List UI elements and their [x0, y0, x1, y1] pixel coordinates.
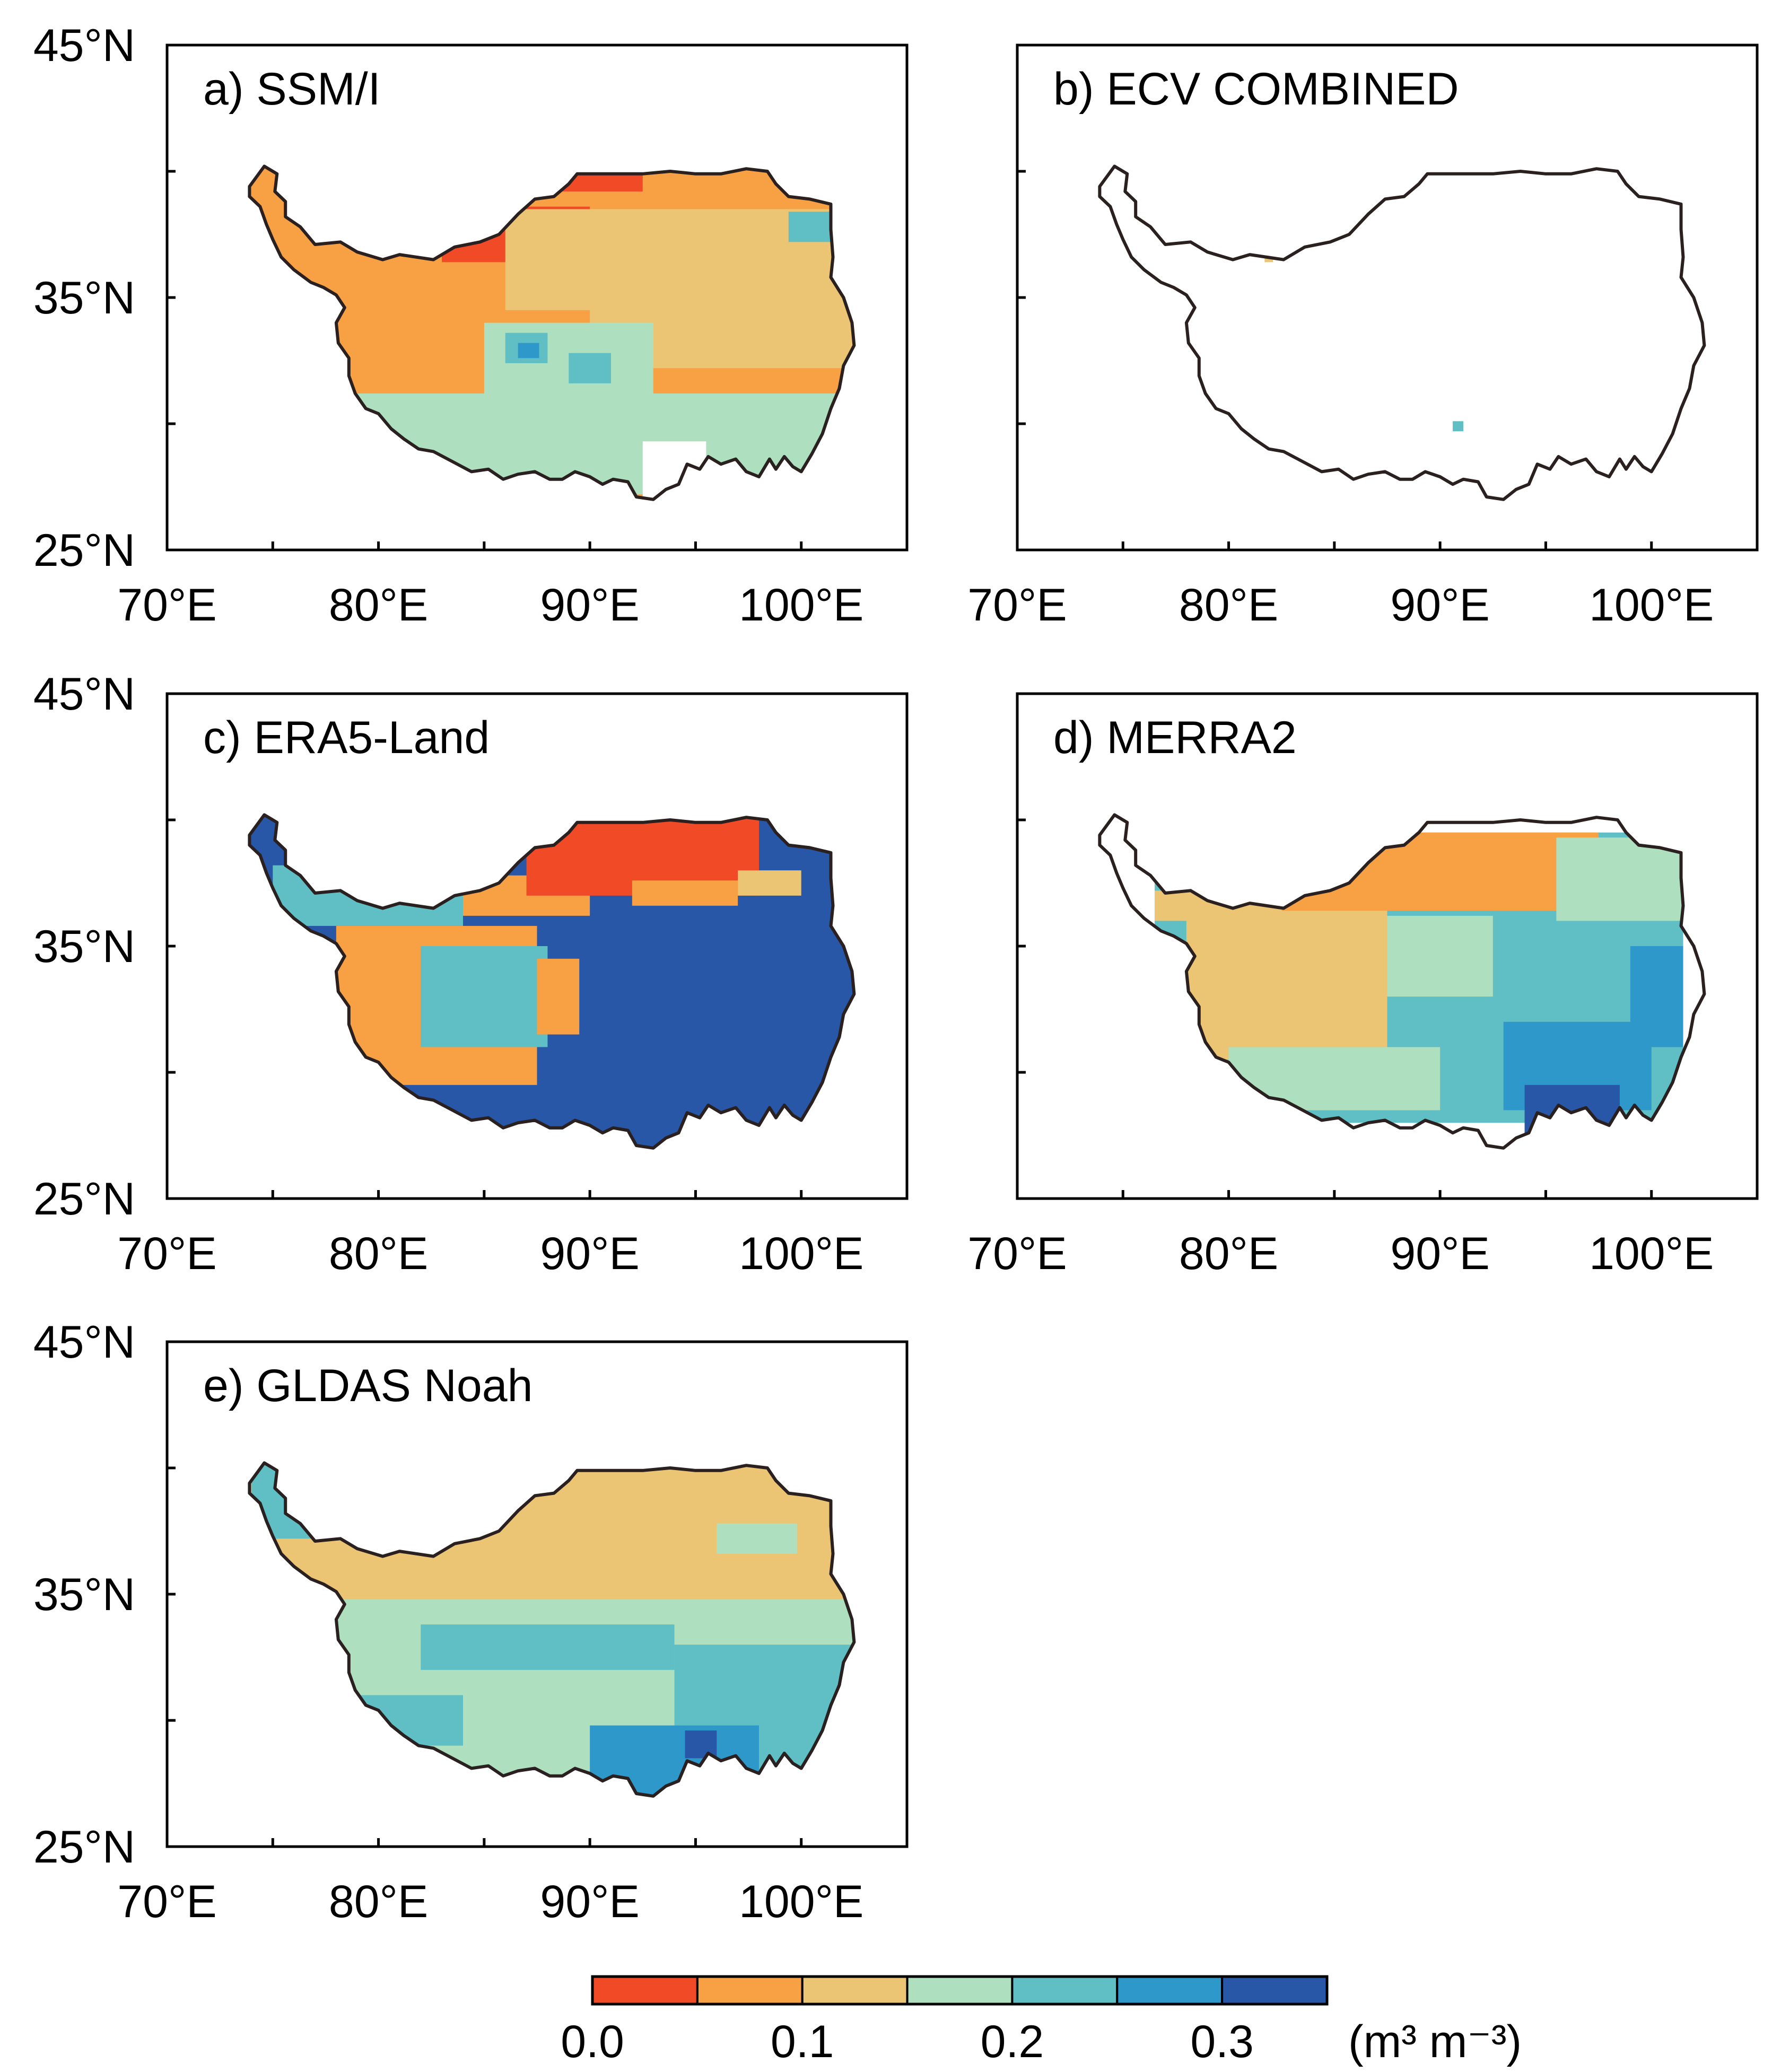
- y-tick-label: 35°N: [33, 273, 135, 324]
- x-tick-label: 80°E: [329, 580, 428, 631]
- x-tick-label: 70°E: [117, 1228, 216, 1279]
- x-tick-label: 100°E: [1589, 580, 1714, 631]
- plateau-boundary: [248, 813, 856, 1150]
- x-tick-label: 70°E: [967, 1228, 1067, 1279]
- colorbar-bin: [906, 1975, 1014, 2005]
- colorbar-bin: [696, 1975, 804, 2005]
- field-region: [1556, 837, 1683, 921]
- field-region: [569, 353, 611, 383]
- map-panel-a: a) SSM/I 70°E 80°E 90°E 100°E 45°N 35°N 25°N: [33, 20, 909, 631]
- colorbar-unit-label: (m³ m⁻³): [1348, 2016, 1522, 2067]
- x-tick-label: 80°E: [329, 1876, 428, 1927]
- x-tick-label: 80°E: [1179, 580, 1278, 631]
- colorbar-bin: [801, 1975, 909, 2005]
- soil-moisture-field: [1099, 815, 1705, 1148]
- colorbar-bin: [1116, 1975, 1224, 2005]
- x-tick-label: 80°E: [1179, 1228, 1278, 1279]
- field-region: [537, 958, 580, 1035]
- x-tick-label: 90°E: [1390, 580, 1489, 631]
- colorbar-bin: [1221, 1975, 1328, 2005]
- field-region: [1387, 915, 1493, 997]
- colorbar-tick-label: 0.2: [981, 2016, 1044, 2067]
- panel-title: e) GLDAS Noah: [203, 1360, 533, 1411]
- x-tick-label: 70°E: [117, 580, 216, 631]
- colorbar: 0.0 0.1 0.2 0.3 (m³ m⁻³): [561, 1975, 1522, 2067]
- colorbar-bin: [591, 1975, 699, 2005]
- y-tick-label: 35°N: [33, 921, 135, 972]
- x-tick-label: 100°E: [1589, 1228, 1714, 1279]
- x-tick-label: 90°E: [1390, 1228, 1489, 1279]
- colorbar-tick-label: 0.3: [1190, 2016, 1254, 2067]
- panel-title: d) MERRA2: [1053, 712, 1297, 763]
- field-region: [421, 946, 548, 1047]
- map-panel-e: e) GLDAS Noah 70°E 80°E 90°E 100°E 45°N 35°N 25…: [33, 1317, 909, 1927]
- field-region: [632, 880, 738, 906]
- x-tick-label: 100°E: [739, 580, 863, 631]
- x-tick-label: 70°E: [117, 1876, 216, 1927]
- field-region: [1186, 908, 1387, 1060]
- field-region: [738, 870, 801, 896]
- x-tick-label: 90°E: [540, 1876, 639, 1927]
- field-region: [518, 343, 539, 359]
- field-region: [788, 212, 831, 242]
- y-tick-label: 45°N: [33, 669, 135, 720]
- panel-title: c) ERA5-Land: [203, 712, 490, 763]
- map-panel-d: d) MERRA2 70°E 80°E 90°E 100°E: [967, 692, 1759, 1279]
- x-tick-label: 90°E: [540, 1228, 639, 1279]
- x-tick-label: 90°E: [540, 580, 639, 631]
- x-tick-label: 100°E: [739, 1876, 863, 1927]
- plateau-boundary: [1098, 164, 1706, 501]
- colorbar-tick-label: 0.0: [561, 2016, 624, 2067]
- colorbar-bin: [1011, 1975, 1119, 2005]
- map-panel-b: b) ECV COMBINED 70°E 80°E 90°E 100°E: [967, 43, 1759, 631]
- x-tick-label: 80°E: [329, 1228, 428, 1279]
- plateau-boundary: [1098, 813, 1706, 1150]
- field-region: [717, 1523, 797, 1554]
- field-region: [421, 1624, 675, 1670]
- panel-title: b) ECV COMBINED: [1053, 64, 1459, 115]
- field-region: [1453, 421, 1463, 432]
- y-tick-label: 25°N: [33, 525, 135, 576]
- x-tick-label: 100°E: [739, 1228, 863, 1279]
- y-tick-label: 45°N: [33, 20, 135, 71]
- map-panel-c: c) ERA5-Land 70°E 80°E 90°E 100°E 45°N 35°N 25°…: [33, 669, 909, 1279]
- plateau-boundary: [248, 1461, 856, 1798]
- y-tick-label: 25°N: [33, 1822, 135, 1873]
- colorbar-frame: [591, 1975, 1329, 2006]
- y-tick-label: 35°N: [33, 1569, 135, 1620]
- field-region: [1630, 946, 1683, 1047]
- panel-title: a) SSM/I: [203, 64, 381, 115]
- y-tick-label: 25°N: [33, 1174, 135, 1225]
- plateau-boundary: [248, 164, 856, 501]
- y-tick-label: 45°N: [33, 1317, 135, 1368]
- x-tick-label: 70°E: [967, 580, 1067, 631]
- colorbar-tick-label: 0.1: [771, 2016, 834, 2067]
